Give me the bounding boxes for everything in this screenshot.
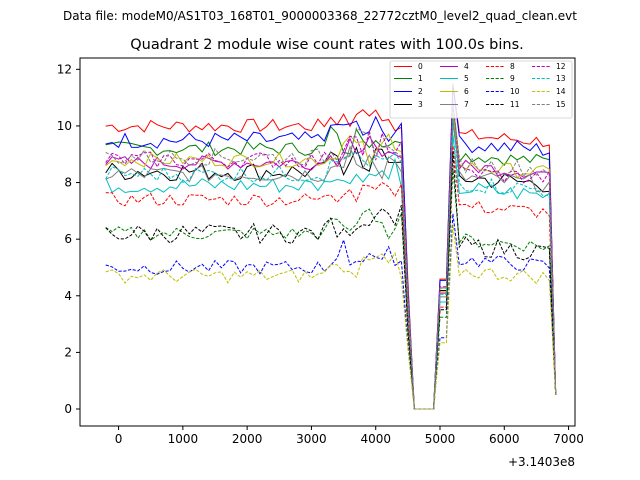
legend-label-5: 5 <box>464 74 469 83</box>
legend-label-3: 3 <box>418 100 423 109</box>
y-tick-label: 8 <box>64 176 72 190</box>
x-tick-label: 0 <box>115 432 123 446</box>
legend-label-0: 0 <box>418 62 423 71</box>
plot-lines <box>105 83 557 410</box>
series-line-8 <box>105 145 557 410</box>
plot-frame <box>79 57 576 427</box>
x-tick-label: 4000 <box>360 432 391 446</box>
y-tick-label: 0 <box>64 402 72 416</box>
x-tick-label: 6000 <box>489 432 520 446</box>
x-tick-label: 1000 <box>168 432 199 446</box>
y-tick-label: 6 <box>64 232 72 246</box>
series-line-5 <box>105 134 557 410</box>
series-line-10 <box>105 213 557 410</box>
legend-label-2: 2 <box>418 87 423 96</box>
series-line-0 <box>105 83 557 410</box>
legend-label-9: 9 <box>510 74 515 83</box>
series-line-7 <box>105 123 557 410</box>
series-line-13 <box>105 117 557 410</box>
legend-label-7: 7 <box>464 100 469 109</box>
legend-label-11: 11 <box>510 100 520 109</box>
x-tick-label: 5000 <box>425 432 456 446</box>
legend-frame <box>389 60 573 119</box>
y-tick-label: 12 <box>57 62 72 76</box>
legend-label-4: 4 <box>464 62 469 71</box>
legend-label-6: 6 <box>464 87 469 96</box>
legend-label-10: 10 <box>510 87 520 96</box>
y-tick-label: 10 <box>57 119 72 133</box>
series-line-2 <box>105 86 557 410</box>
x-tick-label: 3000 <box>296 432 327 446</box>
legend-label-15: 15 <box>556 100 566 109</box>
series-line-9 <box>105 168 557 410</box>
legend-label-14: 14 <box>556 87 566 96</box>
series-line-1 <box>105 103 557 410</box>
series-line-12 <box>105 100 557 410</box>
x-tick-label: 7000 <box>553 432 584 446</box>
series-line-11 <box>105 151 557 410</box>
y-axis: 0 2 4 6 8 10 12 <box>57 62 80 416</box>
legend-label-1: 1 <box>418 74 423 83</box>
legend-label-12: 12 <box>556 62 566 71</box>
x-offset-label: +3.1403e8 <box>508 455 575 469</box>
series-line-14 <box>105 224 557 410</box>
y-tick-label: 4 <box>64 289 72 303</box>
series-line-15 <box>105 103 557 410</box>
x-tick-label: 2000 <box>232 432 263 446</box>
chart-title: Quadrant 2 module wise count rates with … <box>130 37 524 53</box>
series-line-6 <box>105 111 557 410</box>
legend-label-8: 8 <box>510 62 515 71</box>
x-axis: 0 1000 2000 3000 4000 5000 6000 7000 <box>115 426 584 446</box>
chart-suptitle: Data file: modeM0/AS1T03_168T01_90000033… <box>63 9 577 23</box>
y-tick-label: 2 <box>64 345 72 359</box>
legend-label-13: 13 <box>556 74 566 83</box>
